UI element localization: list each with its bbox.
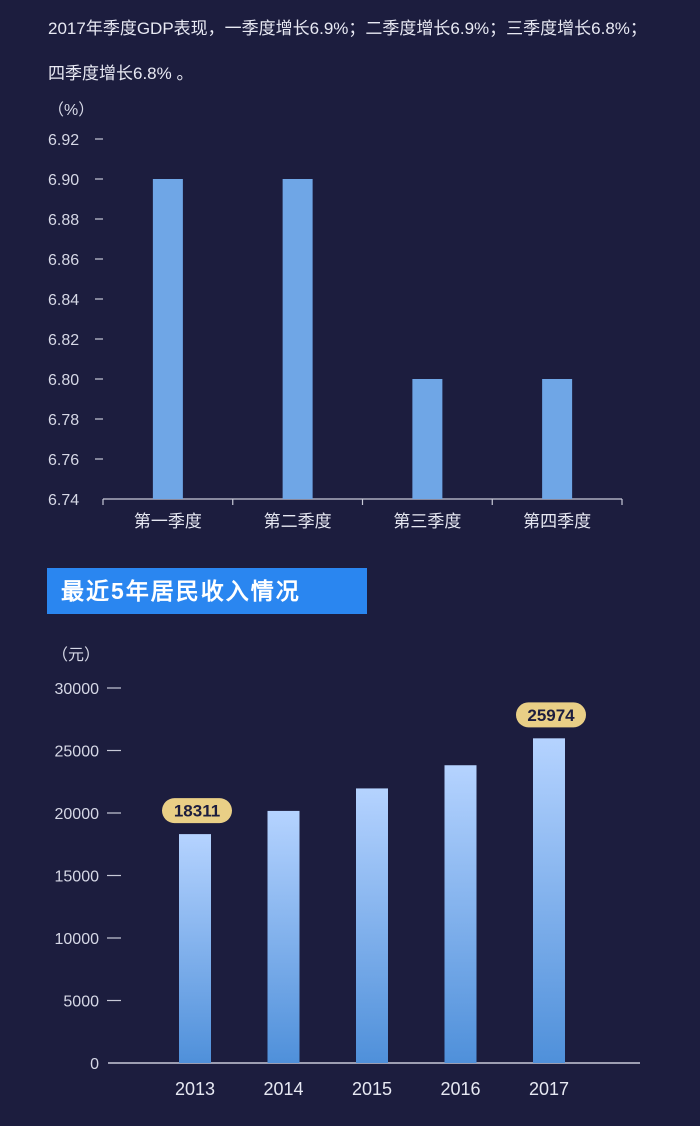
x-tick-label: 2014 xyxy=(263,1079,303,1099)
value-badge-label: 25974 xyxy=(527,706,575,725)
y-tick-label: 6.76 xyxy=(48,452,79,469)
y-axis-unit-label: （%） xyxy=(48,101,94,119)
value-badge xyxy=(162,798,232,824)
bar-2017 xyxy=(533,738,565,1063)
y-tick-label: 6.80 xyxy=(48,372,79,389)
income-chart: （元） 0 5000 10000 15000 20000 25000 30000 2013 201… xyxy=(52,646,640,1099)
y-tick-label: 6.84 xyxy=(48,292,79,309)
y-tick-label: 5000 xyxy=(63,994,99,1011)
y-tick-label: 6.88 xyxy=(48,212,79,229)
y-tick-label: 6.78 xyxy=(48,412,79,429)
gdp-quarter-chart: （%） 6.74 6.76 6.78 6.80 6.82 6.84 6.86 6.88 6.90 6… xyxy=(48,101,623,531)
intro-text: 2017年季度GDP表现，一季度增长6.9%；二季度增长6.9%；三季度增长6.… xyxy=(48,19,647,83)
bar-2013 xyxy=(179,834,211,1063)
y-tick-label: 30000 xyxy=(55,681,100,698)
bar-1 xyxy=(152,179,183,499)
bar-4 xyxy=(542,379,573,499)
x-tick-label: 2017 xyxy=(529,1079,569,1099)
bar-2014 xyxy=(267,810,300,1063)
bar-2015 xyxy=(356,788,388,1063)
y-tick-label: 6.92 xyxy=(48,132,79,149)
bar-2 xyxy=(282,179,313,499)
x-tick-label: 2013 xyxy=(175,1079,215,1099)
bar-3 xyxy=(412,379,443,499)
x-tick-label: 第三季度 xyxy=(393,512,461,531)
x-tick-label: 第一季度 xyxy=(134,512,202,531)
x-tick-label: 第二季度 xyxy=(264,512,332,531)
y-tick-label: 0 xyxy=(90,1056,99,1073)
y-tick-label: 6.90 xyxy=(48,172,79,189)
y-tick-label: 20000 xyxy=(55,806,100,823)
x-tick-label: 第四季度 xyxy=(523,512,591,531)
y-tick-label: 25000 xyxy=(55,744,100,761)
section-title: 最近5年居民收入情况 xyxy=(47,568,367,614)
y-tick-label: 6.82 xyxy=(48,332,79,349)
value-badge xyxy=(516,702,586,728)
y-tick-label: 15000 xyxy=(55,869,100,886)
x-tick-label: 2015 xyxy=(352,1079,392,1099)
y-tick-label: 6.74 xyxy=(48,492,79,509)
y-axis-unit-label: （元） xyxy=(52,646,100,664)
value-badge-label: 18311 xyxy=(174,802,220,821)
x-tick-label: 2016 xyxy=(440,1079,480,1099)
y-tick-label: 6.86 xyxy=(48,252,79,269)
y-tick-label: 10000 xyxy=(55,931,100,948)
bar-2016 xyxy=(444,765,477,1063)
